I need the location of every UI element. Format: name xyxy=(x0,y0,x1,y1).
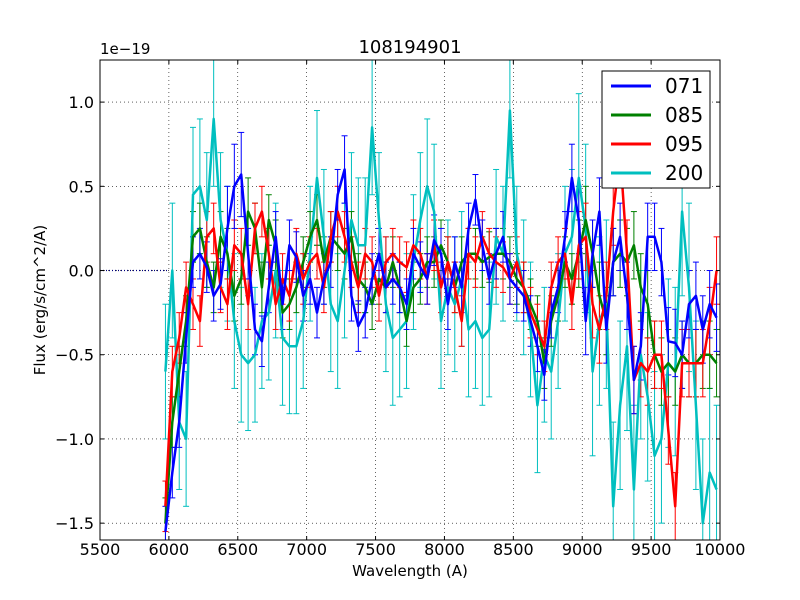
y-offset-label: 1e−19 xyxy=(100,40,150,58)
legend-label-071: 071 xyxy=(665,74,703,98)
x-tick-label: 10000 xyxy=(695,540,746,559)
legend-frame xyxy=(601,70,711,189)
legend: 071 085 095 200 xyxy=(601,70,711,189)
x-tick-label: 8000 xyxy=(424,540,465,559)
x-tick-label: 7500 xyxy=(355,540,396,559)
legend-label-085: 085 xyxy=(665,103,703,127)
x-tick-label: 5500 xyxy=(80,540,121,559)
y-tick-label: −1.5 xyxy=(55,514,94,533)
series-200-line xyxy=(164,109,718,525)
y-tick-label: −1.0 xyxy=(55,430,94,449)
x-tick-label: 7000 xyxy=(286,540,327,559)
y-tick-label: 0.5 xyxy=(69,177,94,196)
x-tick-label: 8500 xyxy=(493,540,534,559)
y-tick-label: 0.0 xyxy=(69,262,94,281)
series-095-line xyxy=(164,151,718,508)
y-axis-label: Flux (erg/s/cm^2/A) xyxy=(31,225,49,376)
series-071-line xyxy=(164,168,718,532)
y-tick-labels: −1.5 −1.0 −0.5 0.0 0.5 1.0 xyxy=(55,93,94,533)
x-tick-label: 6500 xyxy=(217,540,258,559)
legend-label-200: 200 xyxy=(665,161,703,185)
plot-frame xyxy=(99,59,721,541)
y-tick-label: 1.0 xyxy=(69,93,94,112)
ticks xyxy=(99,60,721,540)
y-tick-label: −0.5 xyxy=(55,346,94,365)
x-tick-label: 9500 xyxy=(631,540,672,559)
series-085-line xyxy=(164,210,718,524)
chart-title: 108194901 xyxy=(358,37,461,58)
legend-label-095: 095 xyxy=(665,132,703,156)
x-tick-label: 9000 xyxy=(562,540,603,559)
x-tick-label: 6000 xyxy=(149,540,190,559)
x-tick-labels: 5500 6000 6500 7000 7500 8000 8500 9000 9500 1000… xyxy=(80,540,746,559)
x-axis-label: Wavelength (A) xyxy=(352,562,468,580)
series-layer xyxy=(162,60,720,540)
